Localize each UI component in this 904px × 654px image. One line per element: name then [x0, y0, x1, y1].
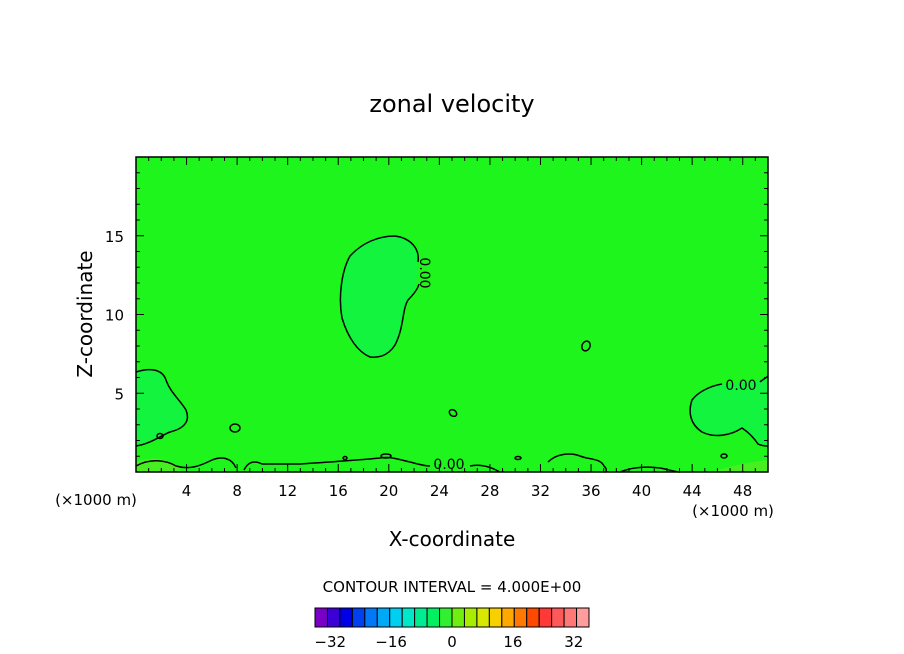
colorbar-swatch — [376, 607, 391, 628]
left-lower-region — [136, 369, 188, 446]
x-tick-label: 8 — [232, 482, 242, 500]
colorbar-swatch — [513, 607, 528, 628]
colorbar-swatch — [501, 607, 515, 628]
colorbar-swatch — [439, 607, 453, 628]
contour-label: 0.00 — [416, 257, 432, 288]
colorbar — [314, 607, 590, 628]
colorbar-swatch — [551, 607, 565, 628]
colorbar-tick-label: 32 — [564, 633, 583, 651]
contour-line — [156, 432, 164, 440]
colorbar-swatch — [426, 607, 441, 628]
contour-line — [229, 423, 241, 433]
contour-line — [469, 464, 501, 473]
contour-line — [547, 453, 608, 473]
y-tick-label: 15 — [105, 228, 124, 246]
colorbar-swatch — [538, 607, 553, 628]
colorbar-swatch — [526, 607, 540, 628]
contour-label: 0.00 — [725, 378, 756, 394]
x-tick-label: 44 — [683, 482, 702, 500]
contour-line — [339, 235, 420, 358]
colorbar-labels: −32 −16 0 16 32 — [314, 633, 583, 651]
upper-lens-region — [340, 236, 419, 358]
y-tick-label: 10 — [105, 307, 124, 325]
x-tick-label: 28 — [480, 482, 499, 500]
right-lower-region — [690, 378, 768, 446]
contour-lines — [135, 235, 769, 473]
colorbar-swatch — [364, 607, 378, 628]
colorbar-tick-label: 0 — [447, 633, 457, 651]
x-tick-label: 16 — [329, 482, 348, 500]
contour-label: 0.00 — [433, 457, 464, 473]
x-tick-label: 4 — [182, 482, 192, 500]
contour-line — [448, 408, 458, 418]
x-tick-label: 40 — [632, 482, 651, 500]
colorbar-swatch — [351, 607, 366, 628]
contour-line — [380, 453, 392, 459]
x-tick-label: 32 — [531, 482, 550, 500]
contour-line — [135, 457, 237, 469]
bottom-right-band-region — [712, 460, 768, 472]
colorbar-swatch — [401, 607, 416, 628]
axis-ticks — [136, 157, 768, 472]
shaded-regions — [136, 236, 768, 472]
x-tick-label: 12 — [278, 482, 297, 500]
x-axis-title: X-coordinate — [389, 527, 516, 551]
contour-line — [243, 456, 431, 471]
contour-line — [689, 383, 769, 447]
colorbar-swatch — [476, 607, 490, 628]
chart-title: zonal velocity — [369, 90, 534, 118]
contour-line — [720, 453, 728, 459]
y-tick-labels: 5 10 15 — [105, 228, 124, 404]
x-tick-label: 20 — [379, 482, 398, 500]
colorbar-swatch — [463, 607, 478, 628]
colorbar-swatch — [451, 607, 465, 628]
colorbar-swatch — [314, 607, 328, 628]
colorbar-swatch — [563, 607, 578, 628]
y-axis-title: Z-coordinate — [73, 250, 97, 377]
colorbar-swatch — [339, 607, 353, 628]
colorbar-tick-label: −32 — [314, 633, 346, 651]
contour-line — [514, 455, 522, 461]
x-tick-label: 24 — [430, 482, 449, 500]
contour-interval-text: CONTOUR INTERVAL = 4.000E+00 — [323, 578, 582, 596]
colorbar-swatch — [389, 607, 403, 628]
contour-line — [581, 340, 591, 352]
z-unit-label: (×1000 m) — [55, 491, 137, 509]
colorbar-swatch — [576, 607, 590, 628]
x-tick-label: 36 — [581, 482, 600, 500]
colorbar-tick-label: −16 — [375, 633, 407, 651]
contour-line — [135, 368, 189, 447]
plot-area — [136, 157, 768, 472]
x-tick-label: 48 — [733, 482, 752, 500]
colorbar-swatch — [488, 607, 503, 628]
x-tick-labels: 4 8 12 16 20 24 28 32 36 40 44 48 — [182, 482, 752, 500]
y-tick-label: 5 — [114, 385, 124, 403]
colorbar-swatch — [326, 607, 341, 628]
x-unit-label: (×1000 m) — [692, 502, 774, 520]
colorbar-swatch — [414, 607, 428, 628]
colorbar-tick-label: 16 — [503, 633, 522, 651]
contour-line — [342, 455, 348, 461]
